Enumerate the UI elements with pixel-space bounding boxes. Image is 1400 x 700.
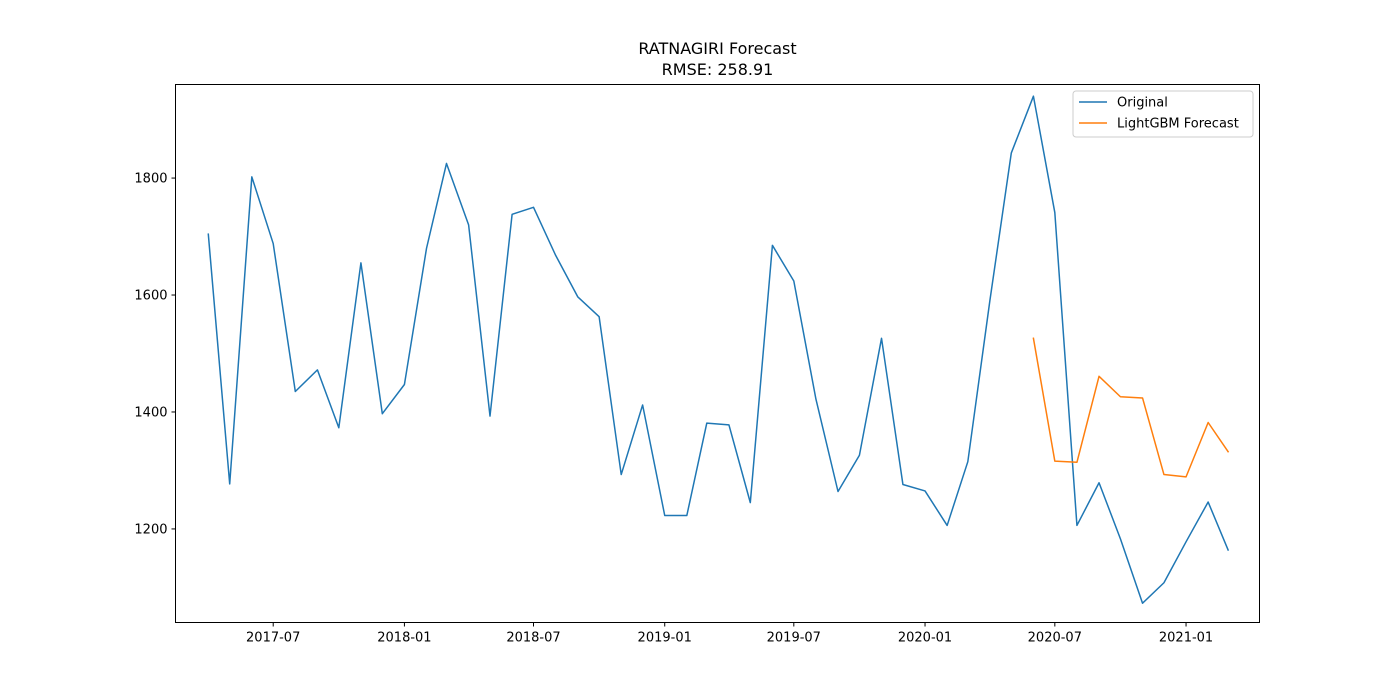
y-axis-ticks: 1200 1400 1600 1800 <box>134 172 176 537</box>
y-tick-label: 1800 <box>134 172 167 187</box>
y-tick-label: 1400 <box>134 405 167 420</box>
x-tick-label: 2018-01 <box>377 631 431 646</box>
plot-area-frame <box>175 84 1260 623</box>
chart-title-line-2: RMSE: 258.91 <box>661 60 774 79</box>
legend-label: LightGBM Forecast <box>1117 117 1239 132</box>
legend: Original LightGBM Forecast <box>1072 90 1254 138</box>
chart-title-line-1: RATNAGIRI Forecast <box>638 39 797 58</box>
x-tick-label: 2019-07 <box>767 631 821 646</box>
x-tick-label: 2021-01 <box>1159 631 1213 646</box>
x-tick-label: 2019-01 <box>638 631 692 646</box>
series-line-lightgbm-forecast <box>1032 337 1230 478</box>
series-layer <box>207 95 1230 604</box>
x-tick-label: 2017-07 <box>246 631 300 646</box>
series-line-original <box>207 95 1230 604</box>
chart-title: RATNAGIRI Forecast RMSE: 258.91 <box>0 38 1400 80</box>
x-axis-ticks: 2017-07 2018-01 2018-07 2019-01 2019-07 2020-… <box>246 622 1213 646</box>
y-tick-label: 1600 <box>134 289 167 304</box>
x-tick-label: 2018-07 <box>506 631 560 646</box>
x-tick-label: 2020-07 <box>1028 631 1082 646</box>
y-tick-label: 1200 <box>134 522 167 537</box>
legend-label: Original <box>1117 96 1168 111</box>
legend-box <box>1072 90 1254 138</box>
x-tick-label: 2020-01 <box>898 631 952 646</box>
